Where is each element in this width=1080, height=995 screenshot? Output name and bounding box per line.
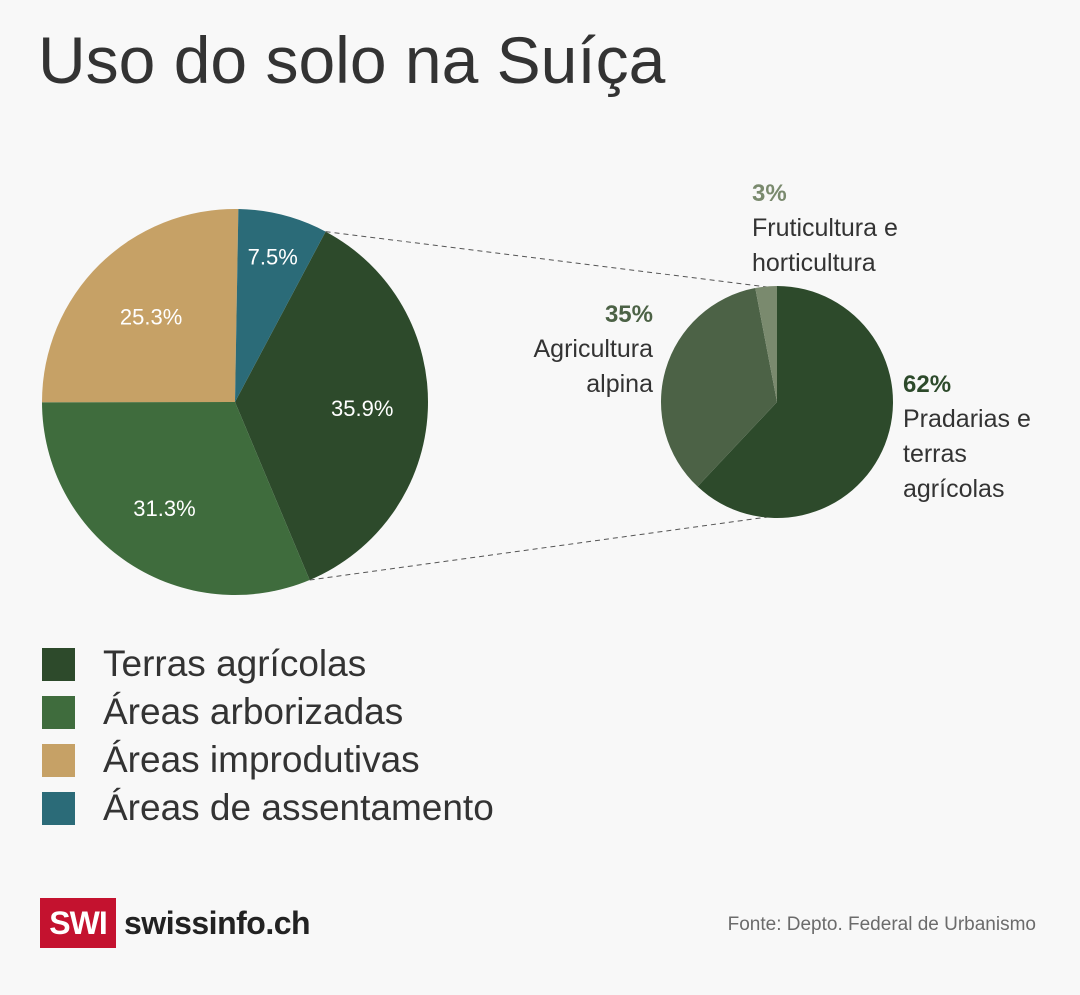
- legend-swatch: [42, 791, 75, 825]
- legend-label: Áreas improdutivas: [103, 739, 420, 780]
- slice-label-areas-improdutivas: 25.3%: [120, 305, 182, 330]
- legend-item-terras-agricolas: Terras agrícolas: [42, 640, 494, 688]
- main-pie: 35.9% 31.3% 25.3% 7.5%: [41, 209, 429, 595]
- legend-label: Terras agrícolas: [103, 643, 367, 684]
- slice-label-terras-agricolas: 35.9%: [331, 396, 393, 421]
- legend-label: Áreas de assentamento: [103, 787, 494, 828]
- pie-slice-areas-improdutivas: [41, 209, 239, 403]
- sub-slice-pradarias-e-terras-agricolas: [697, 286, 893, 518]
- legend-swatch: [42, 743, 75, 777]
- legend-item-areas-de-assentamento: Áreas de assentamento: [42, 784, 494, 832]
- pie-slice-areas-de-assentamento: [235, 209, 326, 402]
- connector-line-bottom: [309, 515, 776, 581]
- legend-item-areas-arborizadas: Áreas arborizadas: [42, 688, 494, 736]
- legend: Terras agrícolas Áreas arborizadas Áreas i…: [42, 640, 494, 832]
- pie-slice-terras-agricolas: [235, 231, 429, 580]
- sub-slice-fruticultura-e-horticultura: [755, 286, 777, 402]
- slice-label-areas-de-assentamento: 7.5%: [248, 244, 298, 269]
- legend-item-areas-improdutivas: Áreas improdutivas: [42, 736, 494, 784]
- sub-label-value-agricultura-alpina: 35%: [605, 301, 653, 328]
- sub-label-name-fruticultura-e-horticultura: Fruticultura e horticultura: [752, 214, 898, 277]
- swissinfo-logo[interactable]: SWI swissinfo.ch: [40, 898, 311, 948]
- pie-slice-areas-arborizadas: [42, 402, 310, 595]
- sub-label-name-pradarias-e-terras-agricolas: Pradarias e terras agrícolas: [903, 405, 1031, 503]
- connector-lines: [309, 231, 776, 581]
- slice-label-areas-arborizadas: 31.3%: [133, 496, 195, 521]
- source-note: Fonte: Depto. Federal de Urbanismo: [727, 914, 1036, 935]
- connector-line-top: [325, 231, 776, 289]
- sub-slice-agricultura-alpina: [660, 288, 777, 487]
- legend-label: Áreas arborizadas: [103, 691, 404, 732]
- legend-swatch: [42, 647, 75, 681]
- chart-title: Uso do solo na Suíça: [38, 23, 666, 97]
- legend-swatch: [42, 695, 75, 729]
- sub-label-name-agricultura-alpina: Agricultura alpina: [534, 335, 654, 398]
- sub-pie: 62% Pradarias e terras agrícolas 35% Agricult…: [534, 180, 1031, 518]
- logo-mark: SWI: [40, 898, 116, 948]
- sub-label-value-pradarias-e-terras-agricolas: 62%: [903, 371, 951, 398]
- logo-text: swissinfo.ch: [124, 904, 311, 941]
- sub-label-value-fruticultura-e-horticultura: 3%: [752, 180, 787, 207]
